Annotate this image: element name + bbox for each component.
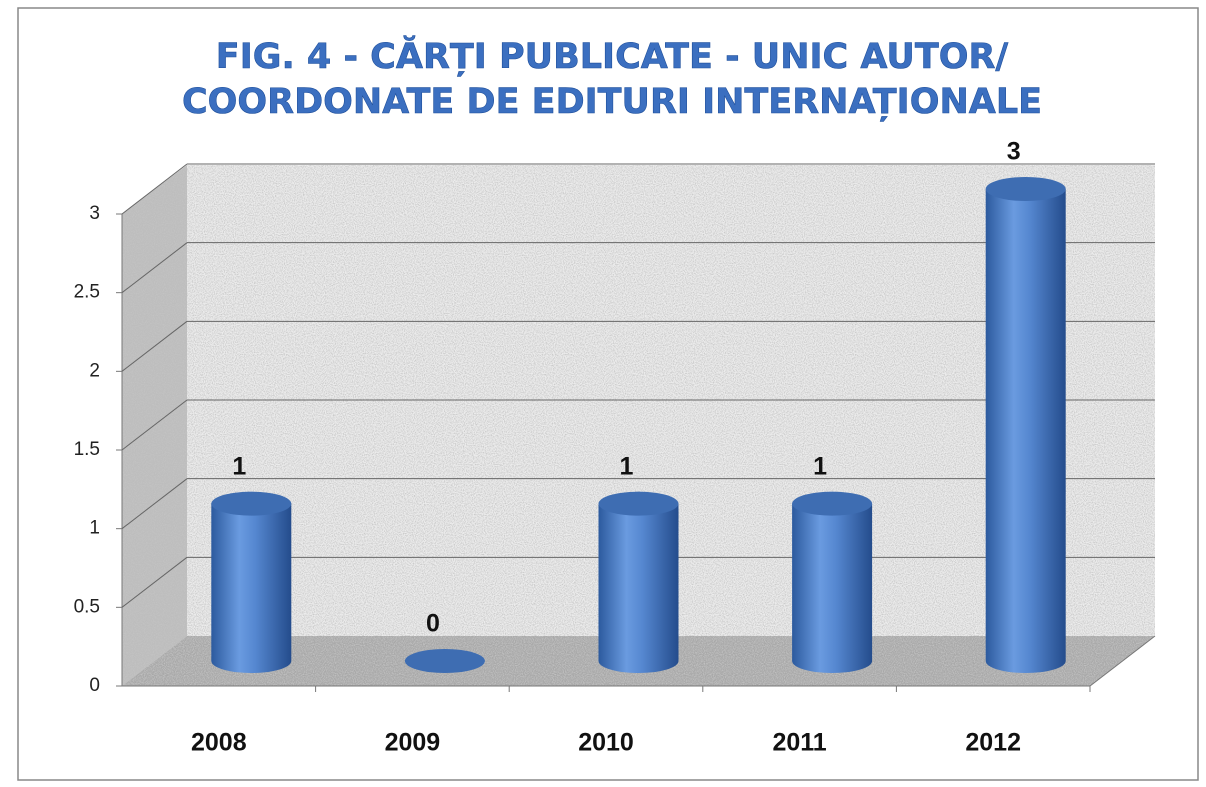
bar-body <box>598 503 679 673</box>
grid-line <box>121 399 188 451</box>
floor-edge <box>1089 635 1156 687</box>
x-tick-label: 2010 <box>578 729 634 757</box>
x-tick-label: 2008 <box>191 729 247 757</box>
grid-line <box>121 163 188 215</box>
x-tick-label: 2009 <box>385 729 441 757</box>
bar-top <box>598 491 679 516</box>
chart-title-line: FIG. 4 - CĂRȚI PUBLICATE - UNIC AUTOR/ <box>216 34 1009 77</box>
y-tick-label: 0 <box>89 675 100 696</box>
bar-top <box>404 649 485 673</box>
data-label: 1 <box>620 452 634 480</box>
y-tick-label: 1 <box>89 518 100 539</box>
data-label: 1 <box>813 452 827 480</box>
bar-body <box>985 189 1066 673</box>
data-label: 3 <box>1007 138 1021 166</box>
chart-title-line: COORDONATE DE EDITURI INTERNAȚIONALE <box>182 82 1042 122</box>
grid-line <box>121 478 188 530</box>
bar <box>985 177 1066 673</box>
y-tick-label: 0.5 <box>74 596 100 617</box>
y-tick-label: 3 <box>89 203 100 224</box>
bar-top <box>211 491 292 516</box>
chart-title: FIG. 4 - CĂRȚI PUBLICATE - UNIC AUTOR/ C… <box>182 34 1043 123</box>
grid-line <box>121 320 188 372</box>
data-label: 0 <box>426 610 440 638</box>
bar <box>211 491 292 673</box>
grid-line <box>121 556 188 608</box>
bar-top <box>792 491 873 516</box>
data-label: 1 <box>232 452 246 480</box>
y-tick-label: 2.5 <box>74 282 100 303</box>
y-tick-label: 2 <box>89 360 100 381</box>
bar <box>404 649 485 673</box>
x-tick-label: 2012 <box>965 729 1021 757</box>
x-tick-label: 2011 <box>772 729 826 757</box>
grid-line <box>121 242 188 294</box>
bar <box>598 491 679 673</box>
bar-body <box>792 503 873 673</box>
bar-body <box>211 503 292 673</box>
y-tick-label: 1.5 <box>74 439 100 460</box>
bar-top <box>985 177 1066 201</box>
bar <box>792 491 873 673</box>
